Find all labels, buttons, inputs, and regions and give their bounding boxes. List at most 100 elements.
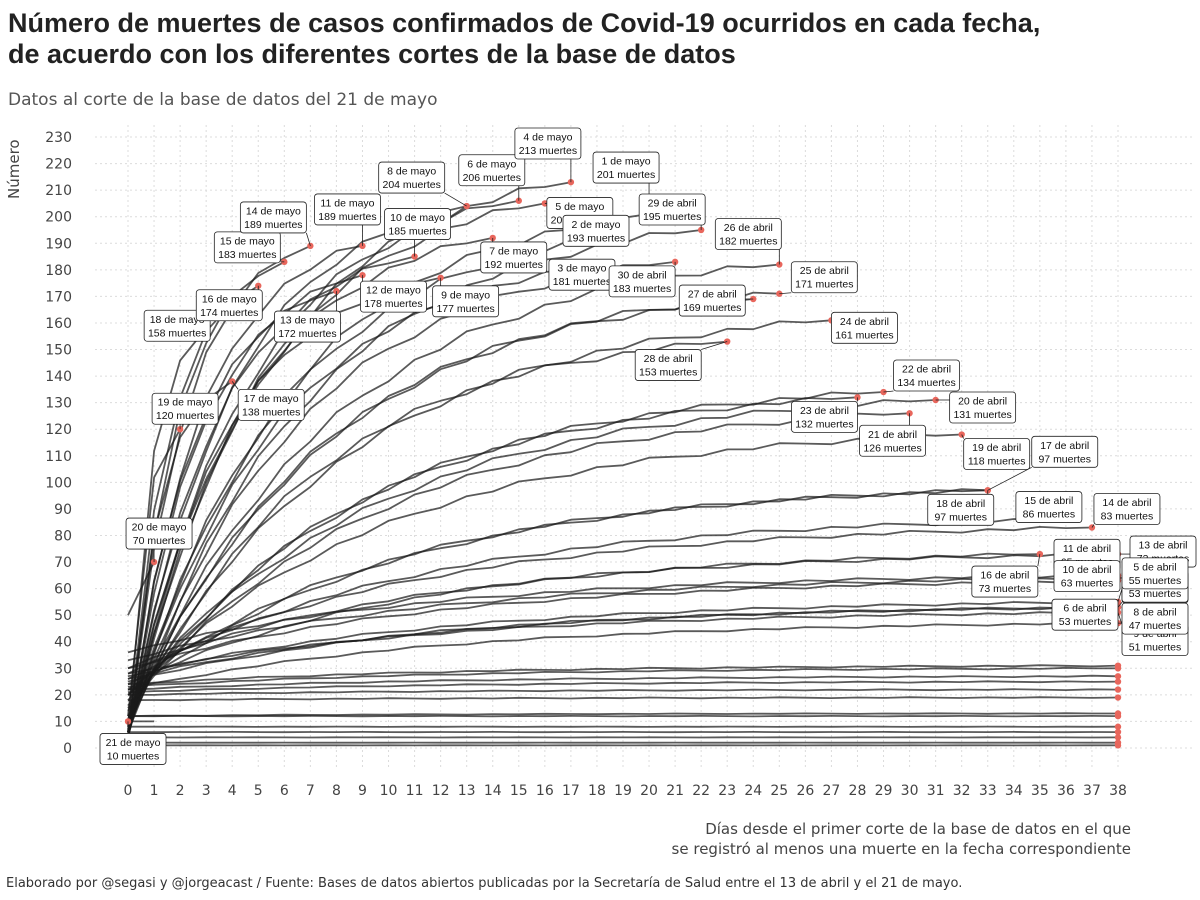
label-date: 26 de abril <box>724 222 773 234</box>
label-deaths: 120 muertes <box>156 410 214 422</box>
series-endpoint <box>854 394 861 401</box>
label-leader <box>231 381 239 390</box>
line-chart: 0102030405060708090100110120130140150160… <box>5 125 1197 858</box>
y-tick-label: 230 <box>45 130 72 146</box>
label-deaths: 169 muertes <box>683 302 741 314</box>
label-deaths: 138 muertes <box>242 406 300 418</box>
label-date: 11 de abril <box>1063 543 1111 555</box>
series-line <box>127 340 728 728</box>
label-box <box>562 214 630 247</box>
series-line <box>127 433 962 696</box>
label-deaths: 73 muertes <box>979 583 1032 595</box>
label-date: 23 de abril <box>800 405 849 417</box>
label-box <box>360 280 427 313</box>
series-endpoint <box>958 431 965 438</box>
label-box <box>963 438 1031 470</box>
label-deaths: 51 muertes <box>1129 642 1182 654</box>
label-date: 9 de mayo <box>441 289 490 301</box>
x-tick-label: 6 <box>280 783 289 799</box>
label-box <box>971 565 1039 598</box>
series-endpoint <box>1114 728 1122 736</box>
y-tick-label: 20 <box>54 688 72 704</box>
label-deaths: 171 muertes <box>795 279 853 291</box>
label-deaths: 193 muertes <box>567 232 625 244</box>
x-tick-label: 30 <box>901 783 919 799</box>
label-box <box>1121 557 1189 590</box>
label-date: 28 de abril <box>644 353 693 365</box>
label-date: 17 de abril <box>1040 440 1089 452</box>
label-deaths: 181 muertes <box>553 276 611 288</box>
label-leader <box>961 434 965 439</box>
label-box <box>378 161 446 194</box>
label-box <box>432 285 500 318</box>
label-date: 12 de mayo <box>366 285 421 297</box>
label-date: 29 de abril <box>648 197 697 209</box>
y-tick-label: 0 <box>63 741 72 757</box>
label-date: 19 de mayo <box>158 397 213 409</box>
label-leader <box>305 232 311 247</box>
series-line <box>127 412 910 709</box>
label-date: 8 de abril <box>1133 607 1176 619</box>
label-box <box>831 311 898 344</box>
label-deaths: 153 muertes <box>639 367 697 379</box>
label-date: 16 de mayo <box>202 293 257 305</box>
series-line <box>128 688 1119 696</box>
label-box <box>195 289 263 322</box>
x-axis-ticks: 0 1 2 3 4 5 6 7 8 9 10 11 12 13 14 15 16 17 18 19 20 21 22 23 24… <box>124 783 1127 799</box>
label-date: 6 de abril <box>1063 603 1106 615</box>
series-endpoint <box>1114 723 1122 730</box>
x-tick-label: 27 <box>823 783 841 799</box>
series-line <box>127 666 1119 688</box>
label-box <box>927 493 995 526</box>
label-date: 5 de mayo <box>555 201 604 213</box>
label-date: 27 de abril <box>688 289 737 301</box>
label-deaths: 172 muertes <box>278 328 336 340</box>
label-date: 16 de abril <box>980 570 1029 582</box>
label-box <box>1121 602 1189 635</box>
series-endpoint <box>1114 694 1122 701</box>
label-box <box>99 733 167 765</box>
x-tick-label: 37 <box>1083 783 1101 799</box>
label-deaths: 131 muertes <box>953 409 1011 421</box>
y-tick-label: 70 <box>54 555 72 571</box>
label-box <box>790 261 858 294</box>
series-line <box>127 518 1066 680</box>
series-endpoint <box>1114 734 1122 741</box>
y-tick-label: 170 <box>45 289 72 305</box>
label-deaths: 185 muertes <box>388 226 446 238</box>
label-date: 1 de mayo <box>602 156 651 168</box>
label-date: 15 de abril <box>1024 495 1073 507</box>
series-endpoint <box>1114 742 1122 749</box>
x-tick-label: 33 <box>979 783 997 799</box>
label-deaths: 10 muertes <box>107 750 160 762</box>
label-deaths: 47 muertes <box>1129 620 1182 632</box>
label-deaths: 53 muertes <box>1129 588 1182 600</box>
series-endpoint <box>1036 550 1044 558</box>
series-line <box>127 600 1119 678</box>
series-line <box>127 606 1119 683</box>
label-deaths: 189 muertes <box>244 219 302 231</box>
label-leader <box>1091 524 1095 528</box>
series-line <box>127 319 832 717</box>
y-tick-label: 80 <box>54 528 72 544</box>
label-deaths: 161 muertes <box>835 329 893 341</box>
label-date: 14 de mayo <box>246 205 301 217</box>
label-deaths: 126 muertes <box>863 442 921 454</box>
label-deaths: 182 muertes <box>719 236 777 248</box>
source-caption: Elaborado por @segasi y @jorgeacast / Fu… <box>6 876 963 891</box>
label-deaths: 183 muertes <box>218 249 276 261</box>
series-line <box>127 396 858 712</box>
y-tick-label: 130 <box>45 396 72 412</box>
label-date: 17 de mayo <box>244 393 299 405</box>
x-tick-label: 16 <box>536 783 554 799</box>
label-deaths: 134 muertes <box>897 377 955 389</box>
label-box <box>634 349 702 381</box>
series-endpoint <box>1114 673 1122 680</box>
label-deaths: 83 muertes <box>1101 511 1154 523</box>
x-tick-label: 15 <box>510 783 528 799</box>
y-tick-label: 110 <box>45 449 72 465</box>
label-leader <box>701 341 728 350</box>
y-axis-label: Número <box>5 139 23 199</box>
label-leader <box>1117 612 1123 625</box>
